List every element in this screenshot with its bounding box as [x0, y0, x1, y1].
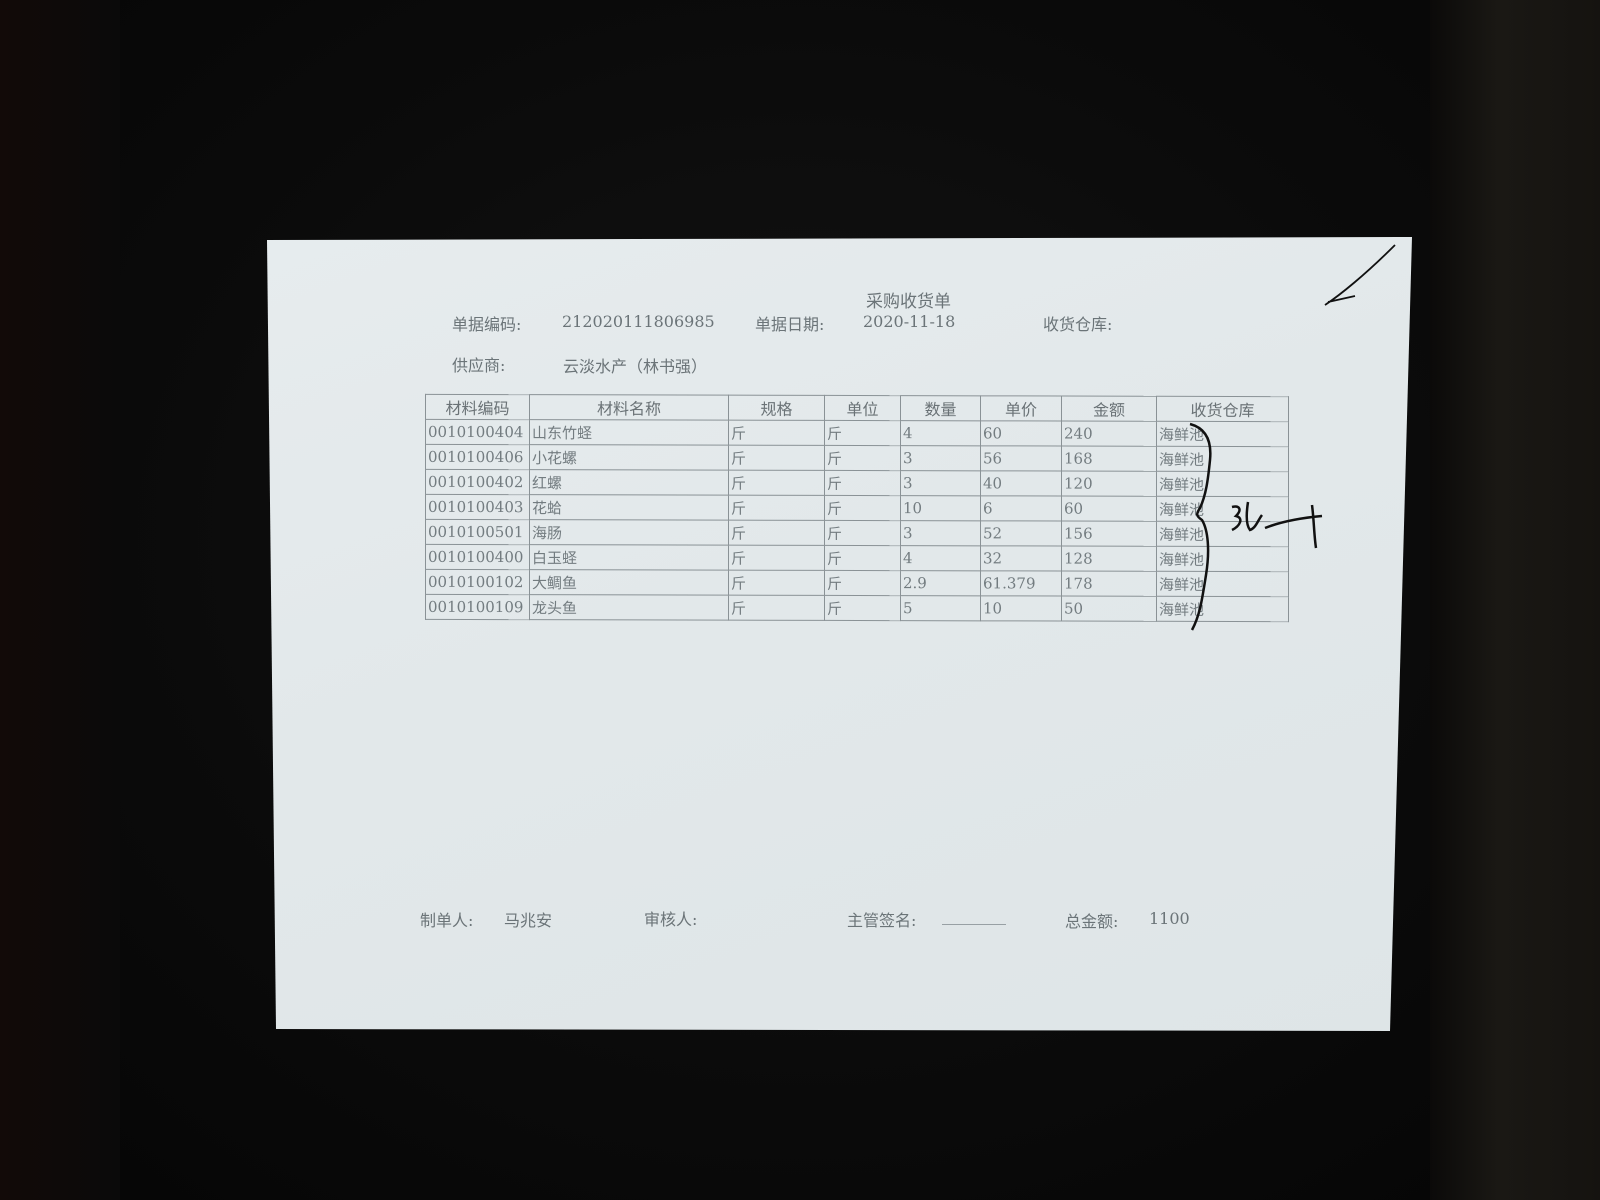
- reviewer-label: 审核人:: [644, 910, 698, 929]
- supplier-value: 云淡水产（林书强）: [563, 357, 708, 376]
- maker-value: 马兆安: [504, 911, 553, 930]
- total-label: 总金额:: [1065, 912, 1119, 931]
- doc-date-label: 单据日期:: [755, 315, 825, 334]
- warehouse-label: 收货仓库:: [1043, 315, 1113, 334]
- total-value: 1100: [1149, 909, 1190, 928]
- background-right: [1430, 0, 1600, 1200]
- doc-date-value: 2020-11-18: [863, 312, 956, 331]
- supplier-label: 供应商:: [452, 356, 506, 375]
- maker-label: 制单人:: [420, 911, 474, 930]
- supervisor-label: 主管签名:: [847, 911, 917, 930]
- background-left: [0, 0, 120, 1200]
- doc-no-label: 单据编码:: [452, 315, 522, 334]
- doc-no-value: 212020111806985: [562, 312, 715, 331]
- document-title: 采购收货单: [866, 292, 951, 312]
- pen-stroke-corner: [1324, 244, 1396, 306]
- supervisor-signature-line: ________: [942, 906, 1006, 925]
- handwritten-brace: [1189, 422, 1212, 631]
- handwritten-signature: [1231, 501, 1323, 549]
